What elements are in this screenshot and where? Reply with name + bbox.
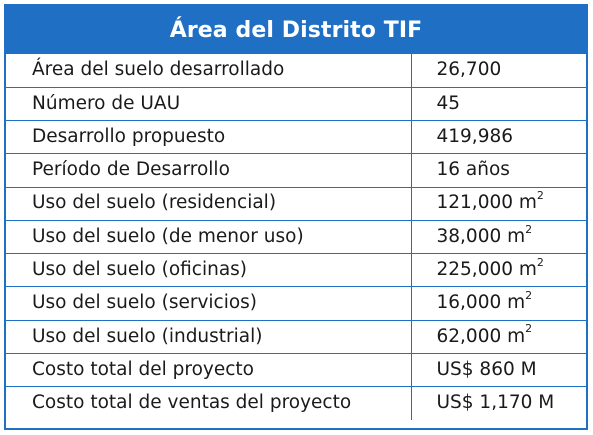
table-row: Desarrollo propuesto 419,986	[6, 121, 586, 154]
table-row: Período de Desarrollo 16 años	[6, 154, 586, 187]
row-label: Desarrollo propuesto	[6, 121, 411, 154]
superscript-unit: 2	[525, 322, 532, 335]
value-text: 419,986	[437, 126, 514, 147]
row-value: 16,000 m2	[411, 287, 586, 320]
superscript-unit: 2	[537, 256, 544, 269]
superscript-unit: 2	[525, 289, 532, 302]
row-label: Costo total del proyecto	[6, 353, 411, 386]
table-row: Uso del suelo (industrial) 62,000 m2	[6, 320, 586, 353]
row-value: US$ 860 M	[411, 353, 586, 386]
row-label: Área del suelo desarrollado	[6, 54, 411, 87]
table-row: Uso del suelo (residencial) 121,000 m2	[6, 187, 586, 220]
row-value: US$ 1,170 M	[411, 387, 586, 420]
data-table: Área del suelo desarrollado 26,700 Númer…	[6, 54, 586, 420]
value-text: 225,000 m	[437, 259, 537, 280]
value-text: 121,000 m	[437, 192, 537, 213]
superscript-unit: 2	[525, 223, 532, 236]
row-label: Uso del suelo (servicios)	[6, 287, 411, 320]
value-text: 16,000 m	[437, 292, 526, 313]
tif-district-table: Área del Distrito TIF Área del suelo des…	[4, 4, 588, 430]
table-row: Uso del suelo (oficinas) 225,000 m2	[6, 254, 586, 287]
row-label: Uso del suelo (de menor uso)	[6, 220, 411, 253]
superscript-unit: 2	[537, 189, 544, 202]
value-text: 26,700	[437, 59, 502, 80]
table-title: Área del Distrito TIF	[6, 6, 586, 54]
value-text: 38,000 m	[437, 226, 526, 247]
row-value: 419,986	[411, 121, 586, 154]
row-label: Uso del suelo (oficinas)	[6, 254, 411, 287]
row-label: Número de UAU	[6, 87, 411, 120]
row-label: Uso del suelo (industrial)	[6, 320, 411, 353]
value-text: 16 años	[437, 159, 510, 180]
row-label: Uso del suelo (residencial)	[6, 187, 411, 220]
row-label: Período de Desarrollo	[6, 154, 411, 187]
row-value: 225,000 m2	[411, 254, 586, 287]
value-text: US$ 860 M	[437, 359, 537, 380]
row-value: 16 años	[411, 154, 586, 187]
table-row: Área del suelo desarrollado 26,700	[6, 54, 586, 87]
row-value: 38,000 m2	[411, 220, 586, 253]
row-value: 26,700	[411, 54, 586, 87]
value-text: US$ 1,170 M	[437, 392, 555, 413]
row-value: 62,000 m2	[411, 320, 586, 353]
table-row: Costo total del proyecto US$ 860 M	[6, 353, 586, 386]
table-row: Número de UAU 45	[6, 87, 586, 120]
table-row: Costo total de ventas del proyecto US$ 1…	[6, 387, 586, 420]
row-value: 121,000 m2	[411, 187, 586, 220]
value-text: 45	[437, 93, 461, 114]
table-row: Uso del suelo (servicios) 16,000 m2	[6, 287, 586, 320]
value-text: 62,000 m	[437, 326, 526, 347]
table-row: Uso del suelo (de menor uso) 38,000 m2	[6, 220, 586, 253]
row-value: 45	[411, 87, 586, 120]
row-label: Costo total de ventas del proyecto	[6, 387, 411, 420]
